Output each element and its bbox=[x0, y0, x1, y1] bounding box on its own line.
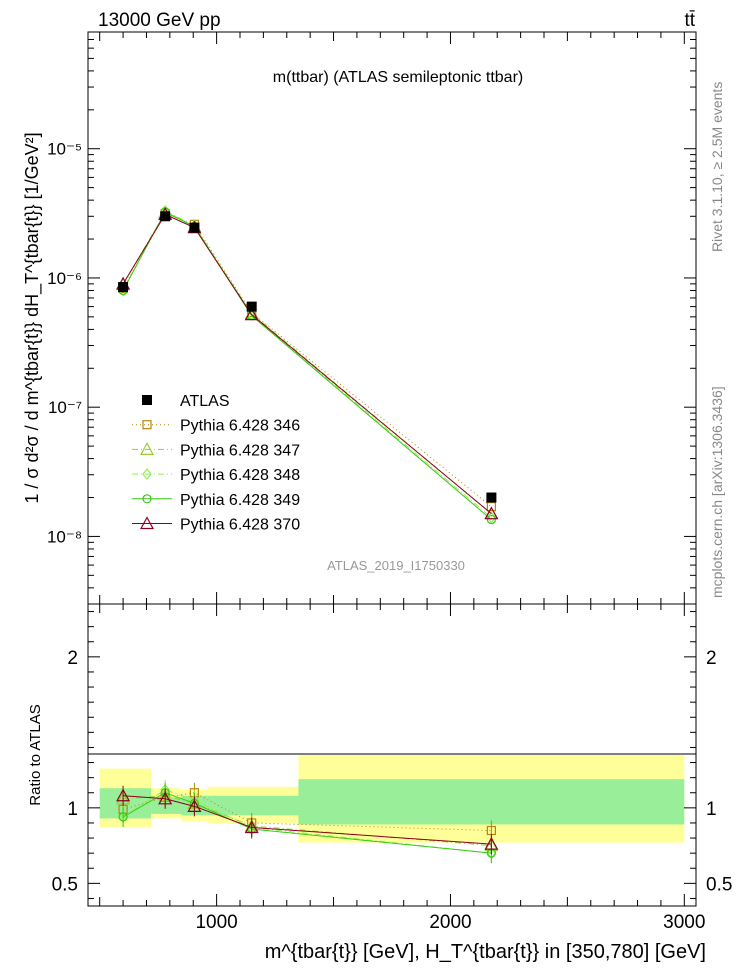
ratio-y-tick-label-right: 2 bbox=[706, 648, 717, 669]
main-title: m(ttbar) (ATLAS semileptonic ttbar) bbox=[273, 69, 523, 86]
ratio-point bbox=[116, 788, 131, 802]
side-text-top: Rivet 3.1.10, ≥ 2.5M events bbox=[709, 82, 725, 252]
legend-label: Pythia 6.428 346 bbox=[180, 418, 300, 435]
main-y-tick-label: 10⁻⁷ bbox=[48, 398, 82, 417]
ratio-ticks: 0.5 0.5 1 1 2 2 1000 2000 3000 bbox=[52, 604, 732, 933]
x-tick-label: 1000 bbox=[195, 912, 237, 933]
ratio-point bbox=[158, 791, 173, 805]
series-line bbox=[122, 211, 492, 520]
series-line bbox=[122, 210, 492, 518]
series-pythia-6-428-346 bbox=[118, 208, 496, 512]
ratio-point bbox=[244, 820, 259, 834]
legend-label: ATLAS bbox=[180, 393, 230, 410]
stat-uncertainty-band bbox=[207, 795, 299, 816]
data-point bbox=[246, 301, 257, 312]
series-line bbox=[122, 212, 492, 515]
ratio-point bbox=[118, 812, 128, 822]
ratio-bands bbox=[99, 755, 685, 843]
stat-uncertainty-band bbox=[151, 797, 182, 814]
ratio-y-tick-label: 0.5 bbox=[52, 874, 78, 895]
series-atlas bbox=[118, 211, 497, 503]
ratio-line bbox=[123, 795, 492, 847]
series-line bbox=[122, 212, 492, 508]
data-point bbox=[486, 492, 497, 503]
data-point bbox=[244, 307, 259, 321]
header-right: tt̄ bbox=[684, 10, 695, 31]
series-pythia-6-428-349 bbox=[118, 207, 496, 525]
ratio-series bbox=[116, 779, 499, 864]
legend-marker bbox=[142, 420, 152, 430]
main-y-axis-label: 1 / σ d²σ / d m^{tbar{t}} dH_T^{tbar{t}}… bbox=[22, 132, 43, 503]
legend-marker bbox=[139, 442, 155, 455]
legend-marker bbox=[142, 395, 152, 405]
x-axis-label: m^{tbar{t}} [GeV], H_T^{tbar{t}} in [350… bbox=[265, 941, 706, 963]
ratio-point bbox=[187, 799, 202, 812]
legend-label: Pythia 6.428 370 bbox=[180, 517, 300, 534]
ratio-series-pythia-6-428-370 bbox=[116, 785, 499, 855]
legend-label: Pythia 6.428 349 bbox=[180, 492, 300, 509]
legend: ATLAS Pythia 6.428 346 Pythia 6.428 347 Pyt… bbox=[132, 393, 300, 534]
x-tick-label: 2000 bbox=[429, 912, 471, 933]
legend-label: Pythia 6.428 348 bbox=[180, 467, 300, 484]
main-series bbox=[116, 204, 499, 525]
ratio-y-tick-label-right: 0.5 bbox=[706, 874, 732, 895]
ratio-y-axis-label: Ratio to ATLAS bbox=[27, 704, 44, 805]
data-point bbox=[160, 211, 171, 222]
ratio-point bbox=[484, 836, 499, 850]
series-line bbox=[122, 213, 492, 515]
data-point bbox=[118, 282, 129, 293]
legend-label: Pythia 6.428 347 bbox=[180, 442, 300, 459]
header-left: 13000 GeV pp bbox=[98, 10, 221, 31]
side-text-bottom: mcplots.cern.ch [arXiv:1306.3436] bbox=[709, 386, 725, 598]
stat-uncertainty-band bbox=[298, 779, 685, 825]
ratio-y-tick-label-right: 1 bbox=[706, 799, 717, 820]
ratio-panel: 0.5 0.5 1 1 2 2 1000 2000 3000 Ratio to ATLAS m^… bbox=[27, 603, 732, 963]
ratio-y-tick-label: 1 bbox=[67, 799, 78, 820]
data-point bbox=[486, 502, 496, 512]
main-y-tick-label: 10⁻⁶ bbox=[47, 269, 82, 288]
x-tick-label: 3000 bbox=[663, 912, 705, 933]
data-point bbox=[486, 514, 496, 525]
main-y-tick-label: 10⁻⁵ bbox=[47, 140, 82, 159]
ratio-frame bbox=[87, 603, 697, 907]
watermark: ATLAS_2019_I1750330 bbox=[327, 558, 465, 573]
ratio-y-tick-label: 2 bbox=[67, 648, 78, 669]
main-panel: m(ttbar) (ATLAS semileptonic ttbar) ATLA… bbox=[22, 31, 697, 605]
legend-marker bbox=[142, 494, 152, 504]
main-y-tick-label: 10⁻⁸ bbox=[47, 527, 82, 546]
legend-marker bbox=[142, 468, 152, 481]
data-point bbox=[189, 222, 200, 233]
legend-marker bbox=[139, 516, 155, 530]
data-point bbox=[484, 506, 499, 520]
main-ticks: 10⁻⁸ 10⁻⁷ 10⁻⁶ 10⁻⁵ bbox=[47, 31, 696, 605]
